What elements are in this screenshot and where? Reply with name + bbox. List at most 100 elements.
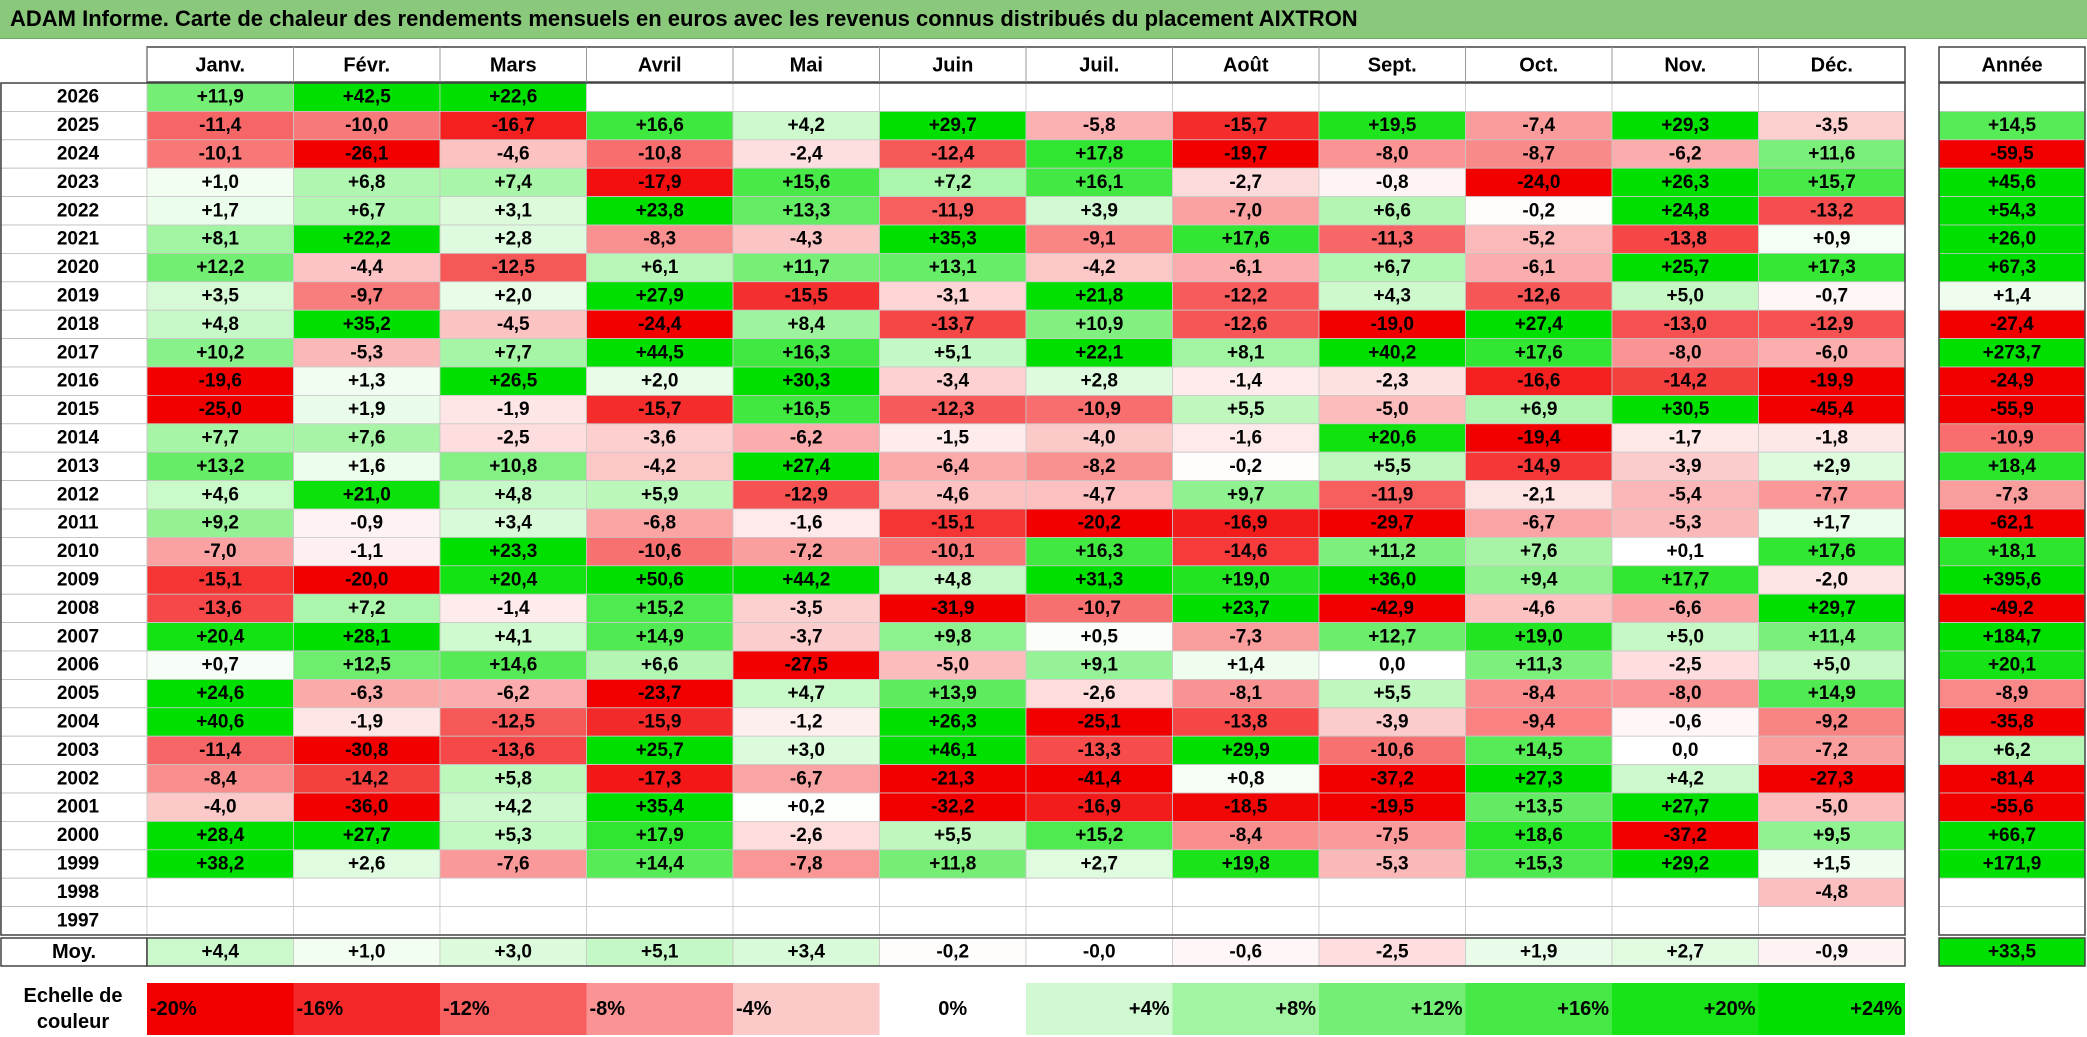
cell-value: +9,7 <box>1227 484 1265 505</box>
cell-value: +5,9 <box>641 484 679 505</box>
cell-value: +1,4 <box>1227 655 1265 676</box>
cell-value: +7,6 <box>1520 541 1558 562</box>
year-label-cell <box>0 622 148 652</box>
cell-value: -6,2 <box>1669 144 1702 165</box>
annual-value: -8,9 <box>1996 683 2029 704</box>
heatmap-cell <box>293 423 441 453</box>
cell-value: +17,3 <box>1808 257 1856 278</box>
cell-value: +16,5 <box>782 399 831 420</box>
heatmap-cell <box>586 139 734 169</box>
heatmap-cell <box>439 877 587 908</box>
heatmap-cell <box>439 309 587 340</box>
cell-value: -2,4 <box>790 144 823 165</box>
cell-value: +15,2 <box>1075 825 1123 846</box>
year-label: 2012 <box>57 484 99 505</box>
cell-value: -7,0 <box>204 541 237 562</box>
color-scale-tick: -20% <box>150 998 197 1020</box>
cell-value: +50,6 <box>636 570 684 591</box>
annual-value: -55,9 <box>1990 399 2033 420</box>
heatmap-cell <box>879 735 1027 766</box>
heatmap-cell <box>1758 622 1906 652</box>
cell-value: +7,7 <box>494 342 532 363</box>
year-label: 2005 <box>57 683 100 704</box>
heatmap-cell <box>879 480 1027 510</box>
heatmap-cell <box>146 480 294 510</box>
heatmap-cell <box>1758 650 1906 680</box>
heatmap-cell <box>1611 139 1759 169</box>
cell-value: +19,8 <box>1222 854 1270 875</box>
heatmap-cell <box>586 82 734 112</box>
cell-value: +10,2 <box>196 342 244 363</box>
cell-value: -3,9 <box>1669 456 1702 477</box>
cell-value: -1,2 <box>790 712 823 733</box>
heatmap-cell <box>1758 849 1906 879</box>
cell-value: +9,8 <box>934 626 972 647</box>
heatmap-cell <box>586 281 734 311</box>
heatmap-cell <box>1758 537 1906 567</box>
heatmap-cell <box>879 252 1027 283</box>
heatmap-cell <box>293 707 441 737</box>
heatmap-cell <box>293 451 441 482</box>
heatmap-cell <box>1611 480 1759 510</box>
heatmap-cell <box>586 451 734 482</box>
average-value: +3,0 <box>494 942 532 963</box>
cell-value: -1,9 <box>350 712 383 733</box>
cell-value: +14,6 <box>489 655 537 676</box>
cell-value: -9,4 <box>1522 712 1555 733</box>
cell-value: +11,4 <box>1808 626 1855 647</box>
cell-value: -7,8 <box>790 854 823 875</box>
cell-value: +5,5 <box>1373 683 1411 704</box>
annual-value: -24,9 <box>1990 371 2033 392</box>
cell-value: -10,0 <box>345 115 388 136</box>
cell-value: +13,9 <box>929 683 977 704</box>
average-value: +3,4 <box>787 942 825 963</box>
cell-value: -6,6 <box>1669 598 1702 619</box>
annual-value: +6,2 <box>1993 740 2031 761</box>
average-value: -0,0 <box>1083 942 1116 963</box>
cell-value: -13,2 <box>1810 200 1853 221</box>
heatmap-cell <box>439 792 587 822</box>
average-cell <box>1465 937 1613 967</box>
cell-value: -7,3 <box>1229 626 1262 647</box>
year-label: 2025 <box>57 115 100 136</box>
cell-value: +11,7 <box>783 257 830 278</box>
annual-value: +26,0 <box>1988 229 2036 250</box>
year-label: 2021 <box>57 229 100 250</box>
annual-cell <box>1938 423 2086 453</box>
cell-value: +0,8 <box>1227 768 1265 789</box>
cell-value: +2,0 <box>494 286 532 307</box>
cell-value: -27,3 <box>1810 768 1853 789</box>
cell-value: +1,3 <box>348 371 386 392</box>
cell-value: +4,2 <box>494 797 532 818</box>
cell-value: -32,2 <box>931 797 974 818</box>
heatmap-cell <box>732 82 880 112</box>
cell-value: -11,9 <box>1371 484 1413 505</box>
heatmap-cell <box>1172 196 1320 226</box>
cell-value: +30,5 <box>1661 399 1710 420</box>
heatmap-cell <box>586 423 734 453</box>
cell-value: -15,1 <box>199 570 243 591</box>
heatmap-cell <box>1318 792 1466 822</box>
cell-value: +6,6 <box>641 655 679 676</box>
cell-value: -0,8 <box>1376 172 1409 193</box>
heatmap-cell <box>879 111 1027 141</box>
chart-title: ADAM Informe. Carte de chaleur des rende… <box>10 6 1358 31</box>
heatmap-cell <box>146 281 294 311</box>
year-label: 2009 <box>57 570 99 591</box>
heatmap-cell <box>879 224 1027 254</box>
average-value: +2,7 <box>1666 942 1704 963</box>
cell-value: +5,1 <box>934 342 972 363</box>
cell-value: +10,8 <box>489 456 537 477</box>
heatmap-cell <box>1172 281 1320 311</box>
cell-value: -15,9 <box>638 712 681 733</box>
heatmap-cell <box>1465 821 1613 851</box>
heatmap-cell <box>879 565 1027 595</box>
heatmap-cell <box>1025 508 1173 538</box>
average-value: -0,2 <box>936 942 969 963</box>
heatmap-cell <box>1611 338 1759 368</box>
cell-value: -11,3 <box>1371 229 1413 250</box>
annual-cell <box>1938 508 2086 538</box>
heatmap-cell <box>732 593 880 624</box>
cell-value: -8,4 <box>204 768 237 789</box>
cell-value: -12,6 <box>1224 314 1267 335</box>
